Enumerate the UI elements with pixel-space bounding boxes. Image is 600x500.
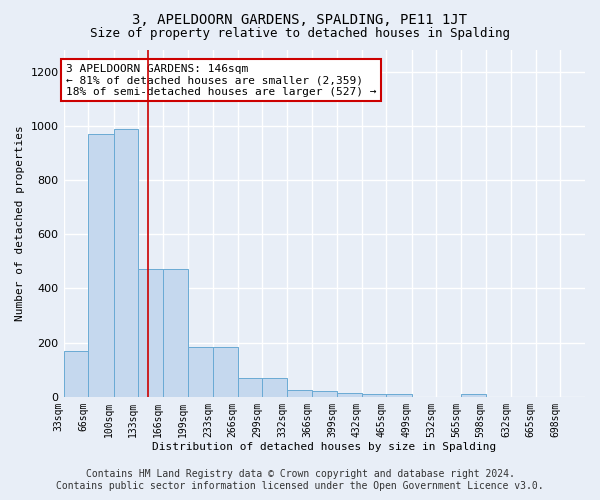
Bar bbox=[362, 394, 386, 397]
Bar bbox=[386, 394, 412, 397]
Text: 3, APELDOORN GARDENS, SPALDING, PE11 1JT: 3, APELDOORN GARDENS, SPALDING, PE11 1JT bbox=[133, 12, 467, 26]
Bar bbox=[287, 390, 313, 397]
Bar bbox=[213, 346, 238, 397]
Text: Size of property relative to detached houses in Spalding: Size of property relative to detached ho… bbox=[90, 28, 510, 40]
Bar bbox=[88, 134, 113, 397]
Bar bbox=[461, 394, 485, 397]
Y-axis label: Number of detached properties: Number of detached properties bbox=[15, 126, 25, 322]
Text: Contains HM Land Registry data © Crown copyright and database right 2024.
Contai: Contains HM Land Registry data © Crown c… bbox=[56, 470, 544, 491]
X-axis label: Distribution of detached houses by size in Spalding: Distribution of detached houses by size … bbox=[152, 442, 496, 452]
Bar bbox=[138, 270, 163, 397]
Text: 3 APELDOORN GARDENS: 146sqm
← 81% of detached houses are smaller (2,359)
18% of : 3 APELDOORN GARDENS: 146sqm ← 81% of det… bbox=[66, 64, 376, 96]
Bar bbox=[113, 128, 138, 397]
Bar bbox=[262, 378, 287, 397]
Bar bbox=[238, 378, 262, 397]
Bar bbox=[313, 392, 337, 397]
Bar bbox=[337, 393, 362, 397]
Bar bbox=[64, 351, 88, 397]
Bar bbox=[163, 270, 188, 397]
Bar bbox=[188, 346, 213, 397]
